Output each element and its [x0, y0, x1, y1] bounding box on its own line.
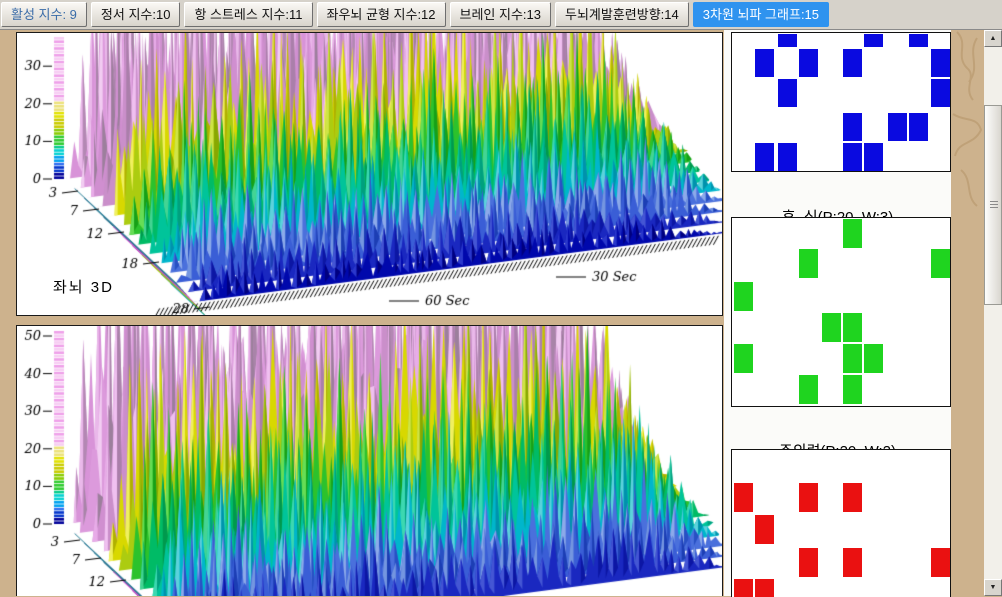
grid-cell — [778, 79, 797, 107]
tab-brain-balance-index[interactable]: 좌우뇌 균형 지수:12 — [316, 2, 446, 27]
grid-cell — [822, 313, 841, 342]
scrollbar-thumb[interactable] — [984, 105, 1002, 305]
grid-cell — [931, 548, 950, 577]
grid-cell — [755, 143, 774, 171]
tab-brain-index[interactable]: 브레인 지수:13 — [449, 2, 551, 27]
grid-cell — [799, 548, 818, 577]
watermark-art — [952, 31, 983, 207]
tab-training-direction[interactable]: 두뇌계발훈련방향:14 — [555, 2, 689, 27]
grid-cell — [864, 143, 883, 171]
right-brain-3d-surface — [17, 326, 722, 596]
grid-cell — [843, 219, 862, 248]
grid-cell — [843, 313, 862, 342]
right-brain-3d-chart-panel — [16, 325, 723, 596]
tab-emotion-index[interactable]: 정서 지수:10 — [90, 2, 181, 27]
chart-title-left-brain: 좌뇌 3D — [53, 279, 114, 296]
grid-cell — [843, 344, 862, 373]
grid-cell — [755, 579, 774, 597]
vertical-scrollbar[interactable]: ▲ ▼ — [984, 30, 1002, 596]
grid-cell — [843, 113, 862, 141]
arrow-down-icon: ▼ — [989, 584, 997, 591]
grid-cell — [734, 483, 753, 512]
state-grid-column: 휴 식(P:20, W:3) 주의력(P:20, W:2) — [724, 30, 951, 597]
grid-cell — [888, 113, 907, 141]
side-margin-strip — [951, 30, 984, 596]
grid-cell — [734, 282, 753, 311]
grid-cell — [864, 34, 883, 47]
grid-cell — [734, 344, 753, 373]
left-brain-3d-surface — [17, 33, 722, 315]
grid-cell — [734, 579, 753, 597]
grid-cell — [799, 249, 818, 278]
grid-cell — [843, 375, 862, 404]
attention-state-grid — [731, 217, 951, 407]
grid-cell — [755, 49, 774, 77]
grid-cell — [931, 249, 950, 278]
tab-anti-stress-index[interactable]: 항 스트레스 지수:11 — [184, 2, 313, 27]
grid-cell — [799, 483, 818, 512]
scroll-down-button[interactable]: ▼ — [984, 579, 1002, 596]
index-tab-bar: 활성 지수: 9 정서 지수:10 항 스트레스 지수:11 좌우뇌 균형 지수… — [0, 0, 1002, 30]
left-brain-3d-chart-panel: 좌뇌 3D — [16, 32, 723, 316]
tab-activity-index[interactable]: 활성 지수: 9 — [1, 2, 87, 27]
grid-cell — [931, 49, 950, 77]
grid-cell — [931, 79, 950, 107]
grid-cell — [843, 548, 862, 577]
grid-cell — [909, 113, 928, 141]
grid-cell — [864, 344, 883, 373]
grid-cell — [909, 34, 928, 47]
rest-state-grid — [731, 32, 951, 172]
scrollbar-grip-icon — [990, 201, 998, 210]
grid-cell — [778, 34, 797, 47]
arrow-up-icon: ▲ — [989, 35, 997, 42]
grid-cell — [799, 49, 818, 77]
grid-cell — [778, 143, 797, 171]
grid-cell — [843, 143, 862, 171]
grid-cell — [843, 49, 862, 77]
tab-3d-brainwave-graph[interactable]: 3차원 뇌파 그래프:15 — [692, 2, 830, 27]
grid-cell — [755, 515, 774, 544]
grid-cell — [799, 375, 818, 404]
grid-cell — [843, 483, 862, 512]
concentration-state-grid — [731, 449, 951, 597]
scroll-up-button[interactable]: ▲ — [984, 30, 1002, 47]
